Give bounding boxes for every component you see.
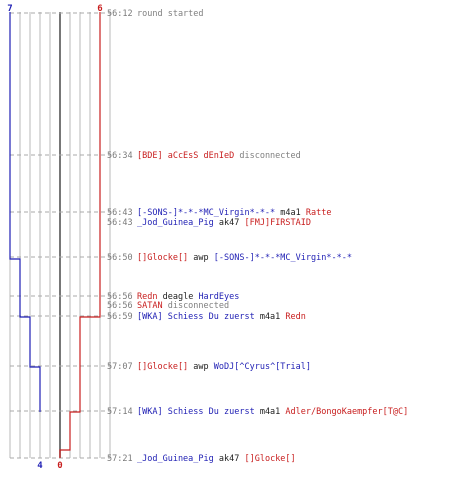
event-part: deagle (157, 292, 198, 302)
red-team-line (59, 12, 101, 458)
event-part: []Glocke[] (244, 454, 295, 464)
event-part: Redn (137, 292, 157, 302)
event-part: WoDJ[^Cyrus^[Trial] (214, 362, 311, 372)
event-time: 56:56 (107, 301, 133, 311)
event-part: _Jod_Guinea_Pig (137, 218, 214, 228)
event-time: 56:12 (107, 9, 133, 19)
event-text: []Glocke[] awp WoDJ[^Cyrus^[Trial] (137, 362, 311, 372)
event-time: 57:14 (107, 407, 133, 417)
event-part: m4a1 (275, 208, 306, 218)
event-text: SATAN disconnected (137, 301, 229, 311)
event-part: Ratte (306, 208, 332, 218)
event-time: 56:43 (107, 218, 133, 228)
event-part: SATAN (137, 301, 163, 311)
event-part: ak47 (214, 218, 245, 228)
event-part: [-SONS-]*-*-*MC_Virgin*-*-* (137, 208, 275, 218)
event-part: HardEyes (198, 292, 239, 302)
event-part: Redn (285, 312, 305, 322)
event-part: []Glocke[] (137, 362, 188, 372)
event-time: 57:07 (107, 362, 133, 372)
event-text: round started (137, 9, 204, 19)
event-part: Adler/BongoKaempfer[T@C] (285, 407, 408, 417)
event-part: disconnected (163, 301, 230, 311)
event-time: 56:50 (107, 253, 133, 263)
event-part: [BDE] aCcEsS dEnIeD (137, 151, 234, 161)
event-time: 57:21 (107, 454, 133, 464)
event-part: [WKA] Schiess Du zuerst (137, 312, 255, 322)
event-part: disconnected (234, 151, 301, 161)
event-part: round started (137, 9, 204, 19)
chart-grid (9, 12, 111, 458)
event-text: [-SONS-]*-*-*MC_Virgin*-*-* m4a1 Ratte (137, 208, 331, 218)
event-time: 56:56 (107, 292, 133, 302)
event-text: _Jod_Guinea_Pig ak47 []Glocke[] (137, 454, 296, 464)
team-lines (9, 12, 101, 458)
event-part: awp (188, 253, 214, 263)
blue-team-line (9, 12, 41, 412)
event-part: m4a1 (255, 407, 286, 417)
event-text: []Glocke[] awp [-SONS-]*-*-*MC_Virgin*-*… (137, 253, 352, 263)
event-text: [WKA] Schiess Du zuerst m4a1 Adler/Bongo… (137, 407, 408, 417)
event-time: 56:34 (107, 151, 133, 161)
red-start-count: 6 (97, 4, 102, 14)
event-text: [BDE] aCcEsS dEnIeD disconnected (137, 151, 301, 161)
event-part: awp (188, 362, 214, 372)
count-labels: 7 6 4 0 (7, 4, 102, 471)
event-part: [-SONS-]*-*-*MC_Virgin*-*-* (214, 253, 352, 263)
event-guides (10, 12, 110, 459)
event-part: ak47 (214, 454, 245, 464)
event-part: m4a1 (255, 312, 286, 322)
event-part: []Glocke[] (137, 253, 188, 263)
event-text: [WKA] Schiess Du zuerst m4a1 Redn (137, 312, 306, 322)
blue-end-count: 4 (37, 461, 43, 471)
event-part: _Jod_Guinea_Pig (137, 454, 214, 464)
event-part: [WKA] Schiess Du zuerst (137, 407, 255, 417)
event-text: Redn deagle HardEyes (137, 292, 239, 302)
event-time: 56:59 (107, 312, 133, 322)
event-text: _Jod_Guinea_Pig ak47 [FMJ]FIRSTAID (137, 218, 311, 228)
event-log: 56:12 round started 56:34 [BDE] aCcEsS dEnI… (107, 9, 408, 464)
event-time: 56:43 (107, 208, 133, 218)
red-end-count: 0 (57, 461, 62, 471)
blue-start-count: 7 (7, 4, 12, 14)
event-part: [FMJ]FIRSTAID (244, 218, 311, 228)
